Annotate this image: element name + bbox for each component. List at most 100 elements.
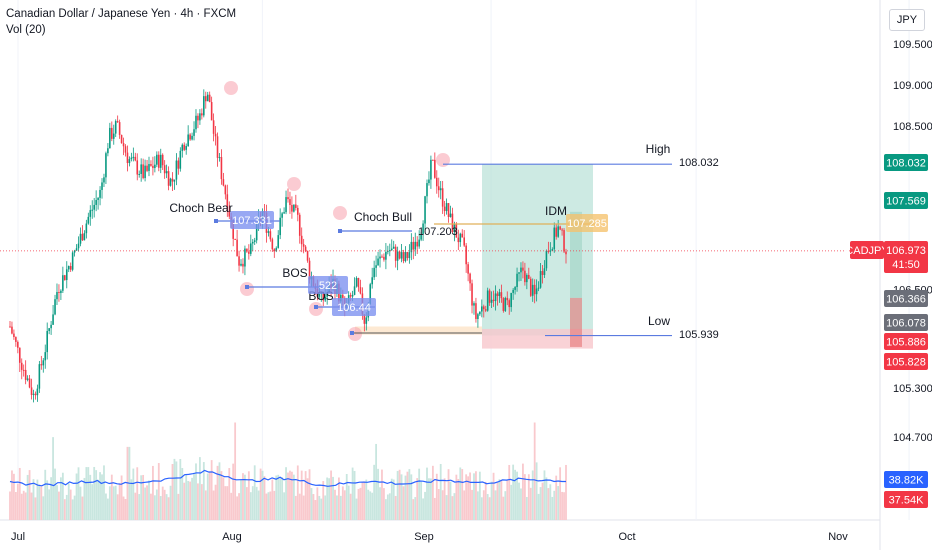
volume-bar [122, 496, 125, 520]
volume-bar [398, 469, 401, 520]
volume-bar [457, 478, 460, 520]
badge-last: 106.973 [886, 245, 926, 257]
candle [508, 300, 511, 308]
volume-bar [155, 489, 158, 520]
candle [79, 233, 82, 244]
candle [488, 290, 491, 303]
volume-bar [46, 480, 49, 520]
volume-bar [490, 481, 493, 520]
candle [422, 223, 424, 234]
volume-bar [161, 486, 164, 520]
volume-bar [204, 490, 207, 520]
volume-bar [298, 493, 301, 520]
candle [138, 173, 141, 175]
volume-bar [85, 467, 88, 520]
badge-gray-1: 106.366 [886, 294, 926, 306]
volume-bar [394, 495, 397, 520]
volume-bar [171, 463, 174, 520]
volume-bar [529, 487, 532, 520]
candle [553, 227, 556, 250]
target-marker [570, 211, 582, 298]
volume-bar [553, 490, 556, 520]
candle [105, 153, 107, 178]
volume-bar [449, 481, 452, 520]
volume-bar [498, 479, 501, 520]
badge-vol-2-bg [884, 491, 928, 508]
candle [435, 177, 438, 187]
volume-bar [60, 477, 62, 520]
candle [222, 179, 225, 186]
candle [269, 231, 272, 240]
candle [13, 333, 15, 338]
volume-bar [412, 499, 415, 520]
high-value: 108.032 [679, 157, 719, 169]
anchor-dot [245, 285, 249, 289]
currency-button[interactable]: JPY [889, 9, 925, 31]
candle [93, 204, 95, 210]
volume-bar [292, 474, 295, 520]
candle [242, 263, 244, 267]
volume-bar [424, 491, 426, 520]
candle [322, 292, 325, 301]
candle [177, 160, 180, 169]
badge-countdown: 41:50 [892, 259, 920, 271]
candle [54, 299, 56, 315]
volume-bar [433, 497, 436, 520]
candle [373, 267, 375, 278]
candle [142, 164, 144, 179]
candle [551, 249, 554, 251]
volume-bar [63, 499, 66, 520]
candle [402, 252, 405, 262]
volume-bar [179, 459, 182, 520]
x-tick-label: Jul [11, 531, 25, 543]
candle [524, 270, 526, 283]
volume-bar [480, 497, 483, 520]
volume-bar [56, 485, 58, 520]
volume-bar [467, 476, 470, 520]
volume-bar [271, 479, 274, 520]
candle [114, 121, 117, 134]
candle [193, 129, 195, 136]
volume-bar [163, 489, 166, 520]
volume-bar [238, 493, 240, 520]
candle [430, 159, 432, 180]
volume-bar [418, 468, 421, 520]
candle [526, 274, 528, 283]
candle [212, 120, 215, 134]
symbol-title[interactable]: Canadian Dollar / Japanese Yen · 4h · FX… [6, 8, 237, 20]
volume-indicator-label[interactable]: Vol (20) [6, 24, 46, 36]
candle [163, 165, 166, 174]
tag-choch-bear-bg [230, 211, 274, 229]
candle [28, 378, 31, 388]
candle [528, 274, 530, 279]
candle [324, 296, 326, 301]
candle [232, 219, 234, 239]
badge-high: 108.032 [886, 158, 926, 170]
candle [111, 127, 113, 139]
volume-bar [559, 467, 562, 520]
candle [169, 178, 172, 186]
volume-bar [26, 474, 29, 520]
volume-bar [455, 474, 458, 520]
candle [449, 213, 452, 217]
volume-bar [443, 478, 446, 520]
low-value: 105.939 [679, 329, 719, 341]
volume-bar [355, 498, 358, 520]
volume-bar [240, 479, 242, 520]
candle [171, 178, 174, 182]
volume-bar [267, 492, 270, 520]
volume-bar [347, 485, 350, 520]
volume-bar [396, 470, 399, 520]
candle [400, 252, 403, 259]
candle [389, 250, 391, 252]
volume-bar [251, 486, 254, 520]
candle [434, 159, 436, 178]
volume-bar [310, 488, 313, 520]
volume-bar [514, 469, 516, 520]
volume-bar [291, 471, 293, 520]
candle [416, 241, 419, 247]
volume-bar [52, 437, 54, 520]
volume-bar [386, 494, 389, 520]
